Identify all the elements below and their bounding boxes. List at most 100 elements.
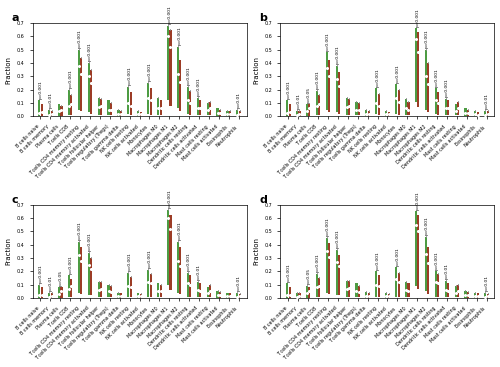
Bar: [100, 282, 102, 297]
Bar: [457, 102, 459, 115]
Y-axis label: Fraction: Fraction: [6, 56, 12, 84]
Bar: [189, 275, 192, 297]
Bar: [286, 283, 288, 298]
Text: p<0.001: p<0.001: [128, 252, 132, 271]
Text: p<0.01: p<0.01: [296, 94, 300, 109]
Bar: [160, 100, 162, 115]
Text: p<0.001: p<0.001: [167, 5, 171, 24]
Bar: [418, 32, 420, 107]
Bar: [80, 247, 82, 294]
Bar: [130, 92, 132, 115]
Bar: [140, 294, 142, 298]
Text: p<0.001: p<0.001: [396, 64, 400, 83]
Bar: [298, 111, 300, 116]
Bar: [486, 294, 489, 298]
Bar: [418, 215, 420, 289]
Bar: [375, 88, 378, 114]
Bar: [356, 102, 358, 115]
Bar: [326, 52, 328, 110]
Bar: [326, 238, 328, 293]
Bar: [328, 243, 330, 294]
Bar: [140, 112, 142, 116]
Text: p<0.01: p<0.01: [197, 264, 201, 280]
Bar: [216, 108, 218, 116]
Text: p<0.001: p<0.001: [177, 222, 181, 240]
Bar: [120, 293, 122, 298]
Bar: [484, 293, 486, 298]
Text: p<0.001: p<0.001: [187, 67, 191, 86]
Text: p<0.01: p<0.01: [236, 92, 240, 108]
Bar: [318, 95, 320, 115]
Bar: [128, 273, 130, 297]
Bar: [150, 274, 152, 297]
Bar: [239, 111, 241, 116]
Text: p<0.001: p<0.001: [326, 32, 330, 51]
Bar: [160, 285, 162, 297]
Bar: [170, 29, 172, 106]
Bar: [70, 279, 72, 297]
Bar: [385, 293, 387, 298]
Bar: [187, 87, 189, 114]
Bar: [196, 282, 199, 297]
Bar: [167, 26, 169, 100]
Bar: [229, 293, 231, 298]
Bar: [316, 274, 318, 297]
Text: p<0.001: p<0.001: [376, 68, 380, 87]
Text: p<0.05: p<0.05: [306, 87, 310, 103]
Bar: [38, 100, 40, 116]
Bar: [137, 293, 140, 298]
Bar: [288, 104, 290, 116]
Bar: [356, 283, 358, 297]
Bar: [196, 98, 199, 115]
Bar: [388, 294, 390, 298]
Bar: [180, 247, 182, 294]
Text: p<0.001: p<0.001: [435, 68, 439, 87]
Bar: [477, 293, 479, 298]
Bar: [68, 275, 70, 297]
Bar: [474, 293, 476, 298]
Bar: [437, 274, 440, 297]
Bar: [425, 237, 427, 291]
Bar: [366, 292, 368, 298]
Bar: [206, 103, 208, 115]
Bar: [60, 106, 62, 116]
Bar: [395, 84, 397, 114]
Bar: [128, 87, 130, 114]
Text: p<0.001: p<0.001: [88, 43, 92, 61]
Y-axis label: Fraction: Fraction: [254, 56, 260, 84]
Bar: [288, 287, 290, 298]
Text: b: b: [259, 14, 267, 23]
Bar: [38, 285, 40, 298]
Bar: [308, 104, 310, 116]
Bar: [58, 104, 60, 116]
Bar: [405, 282, 407, 297]
Bar: [88, 63, 90, 112]
Text: p<0.01: p<0.01: [445, 263, 449, 279]
Text: p<0.001: p<0.001: [187, 252, 191, 271]
Bar: [199, 100, 202, 115]
Text: p<0.001: p<0.001: [148, 250, 152, 268]
Bar: [408, 283, 410, 297]
Text: d: d: [259, 195, 267, 205]
Bar: [408, 102, 410, 115]
Bar: [219, 110, 221, 116]
Bar: [110, 103, 112, 115]
Bar: [177, 242, 179, 293]
Bar: [216, 291, 218, 298]
Bar: [375, 271, 378, 297]
Bar: [378, 275, 380, 297]
Bar: [239, 294, 241, 298]
Text: p<0.001: p<0.001: [445, 79, 449, 97]
Bar: [90, 70, 92, 114]
Bar: [98, 282, 100, 297]
Text: p<0.001: p<0.001: [128, 67, 132, 86]
Bar: [236, 293, 238, 298]
Bar: [398, 90, 400, 115]
Bar: [454, 286, 456, 297]
Bar: [428, 63, 430, 112]
Bar: [189, 91, 192, 115]
Bar: [328, 60, 330, 112]
Text: p<0.001: p<0.001: [38, 80, 42, 99]
Bar: [78, 242, 80, 293]
Bar: [378, 94, 380, 115]
